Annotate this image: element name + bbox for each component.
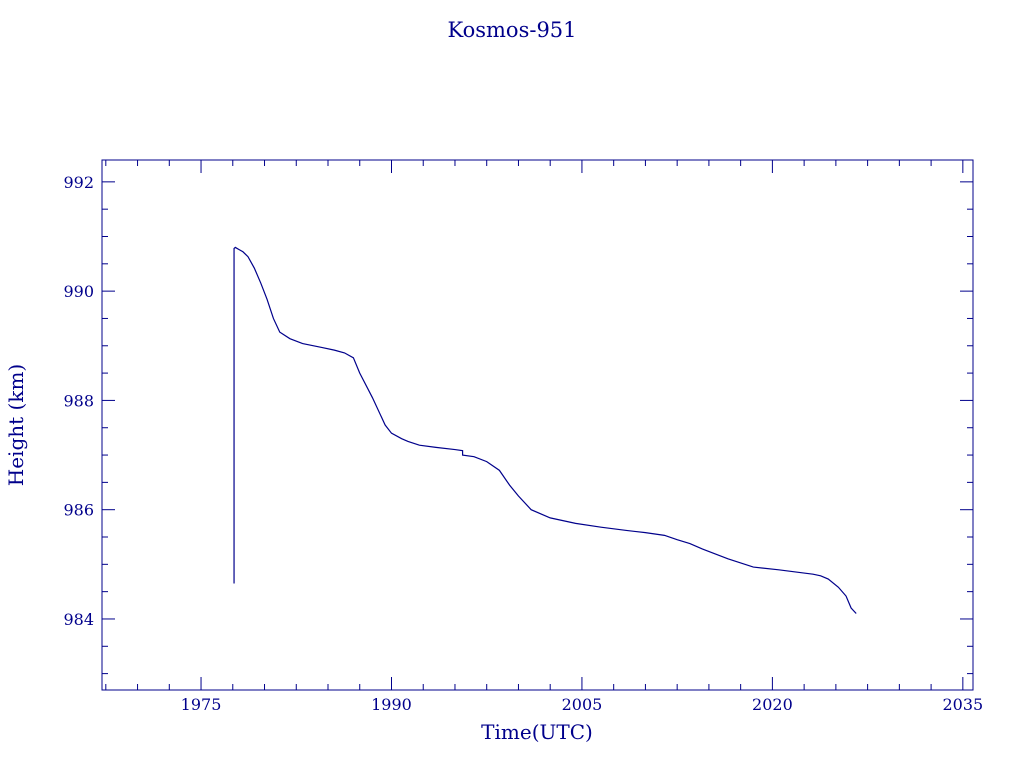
y-tick-label: 990 — [63, 282, 94, 301]
x-tick-label: 2035 — [942, 695, 983, 714]
plot-frame — [101, 159, 974, 691]
y-tick-label: 988 — [63, 391, 94, 410]
x-tick-label: 1990 — [371, 695, 412, 714]
height-series-line — [233, 246, 857, 614]
y-tick-label: 992 — [63, 173, 94, 192]
chart-title: Kosmos-951 — [447, 18, 576, 42]
y-axis-label: Height (km) — [4, 364, 28, 486]
axis-ticks — [102, 160, 973, 690]
x-tick-label: 2005 — [562, 695, 603, 714]
x-axis-label: Time(UTC) — [481, 720, 593, 744]
y-tick-label: 984 — [63, 610, 94, 629]
y-tick-label: 986 — [63, 501, 94, 520]
x-tick-label: 2020 — [752, 695, 793, 714]
x-tick-label: 1975 — [181, 695, 222, 714]
axis-tick-labels: 1975 1990 2005 2020 2035 984 986 988 990 992 — [63, 173, 983, 714]
